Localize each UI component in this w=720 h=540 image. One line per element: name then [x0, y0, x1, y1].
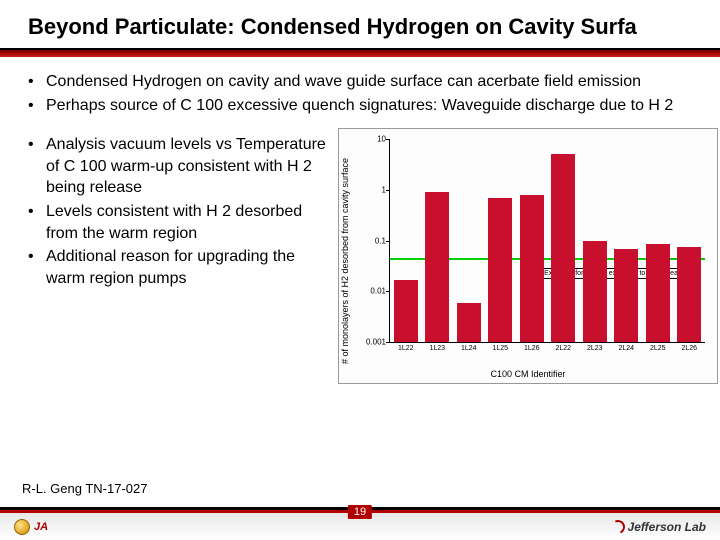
page-number: 19 [348, 505, 372, 519]
chart-x-tick: 2L24 [618, 342, 634, 352]
seal-icon [14, 519, 30, 535]
chart-x-tick: 1L26 [524, 342, 540, 352]
chart-y-tick-mark [386, 291, 390, 292]
citation-text: R-L. Geng TN-17-027 [22, 481, 148, 496]
chart-bar [394, 280, 418, 342]
bar-chart: # of monolayers of H2 desorbed from cavi… [338, 128, 718, 384]
bullet-text: Perhaps source of C 100 excessive quench… [46, 95, 673, 117]
chart-x-tick: 2L22 [555, 342, 571, 352]
bullet-item: •Condensed Hydrogen on cavity and wave g… [28, 71, 706, 93]
bullet-item: •Additional reason for upgrading the war… [28, 246, 338, 289]
slide-title: Beyond Particulate: Condensed Hydrogen o… [28, 14, 700, 40]
chart-y-axis-label: # of monolayers of H2 desorbed from cavi… [340, 158, 350, 364]
jlab-swoosh-icon [609, 518, 627, 536]
chart-x-tick: 1L23 [429, 342, 445, 352]
chart-y-tick-mark [386, 139, 390, 140]
chart-bar [583, 241, 607, 343]
bullet-text: Additional reason for upgrading the warm… [46, 246, 338, 289]
chart-x-tick: 1L25 [492, 342, 508, 352]
title-divider [0, 48, 720, 57]
footer-logo-right: Jefferson Lab [611, 520, 706, 534]
bullet-item: •Perhaps source of C 100 excessive quenc… [28, 95, 706, 117]
title-bar: Beyond Particulate: Condensed Hydrogen o… [0, 0, 720, 48]
chart-y-tick-mark [386, 190, 390, 191]
chart-plot-area: ↖ Expected for 60-day exposure to warm b… [389, 139, 705, 343]
footer-logo-left: JA [14, 519, 48, 535]
chart-bar [551, 154, 575, 342]
bullets-top: •Condensed Hydrogen on cavity and wave g… [28, 71, 706, 116]
chart-bar [488, 198, 512, 342]
chart-x-tick: 2L26 [681, 342, 697, 352]
chart-x-axis-label: C100 CM Identifier [490, 369, 565, 379]
chart-bar [677, 247, 701, 342]
bullets-side: •Analysis vacuum levels vs Temperature o… [28, 134, 338, 291]
content-area: •Condensed Hydrogen on cavity and wave g… [0, 57, 720, 291]
bullet-text: Levels consistent with H 2 desorbed from… [46, 201, 338, 244]
chart-y-tick-mark [386, 241, 390, 242]
chart-bar [520, 195, 544, 342]
chart-container: # of monolayers of H2 desorbed from cavi… [338, 134, 706, 291]
chart-bar [457, 303, 481, 342]
bullet-text: Condensed Hydrogen on cavity and wave gu… [46, 71, 641, 93]
chart-bar [614, 249, 638, 343]
footer-right-text: Jefferson Lab [628, 520, 706, 534]
chart-bar [646, 244, 670, 342]
footer-left-text: JA [34, 521, 48, 533]
bullet-text: Analysis vacuum levels vs Temperature of… [46, 134, 338, 199]
chart-y-tick-mark [386, 342, 390, 343]
chart-bar [425, 192, 449, 342]
bullet-item: •Analysis vacuum levels vs Temperature o… [28, 134, 338, 199]
chart-x-tick: 1L22 [398, 342, 414, 352]
chart-x-tick: 1L24 [461, 342, 477, 352]
chart-x-tick: 2L23 [587, 342, 603, 352]
lower-row: •Analysis vacuum levels vs Temperature o… [28, 134, 706, 291]
bullet-item: •Levels consistent with H 2 desorbed fro… [28, 201, 338, 244]
chart-x-tick: 2L25 [650, 342, 666, 352]
slide-footer: 19 JA Jefferson Lab [0, 510, 720, 540]
